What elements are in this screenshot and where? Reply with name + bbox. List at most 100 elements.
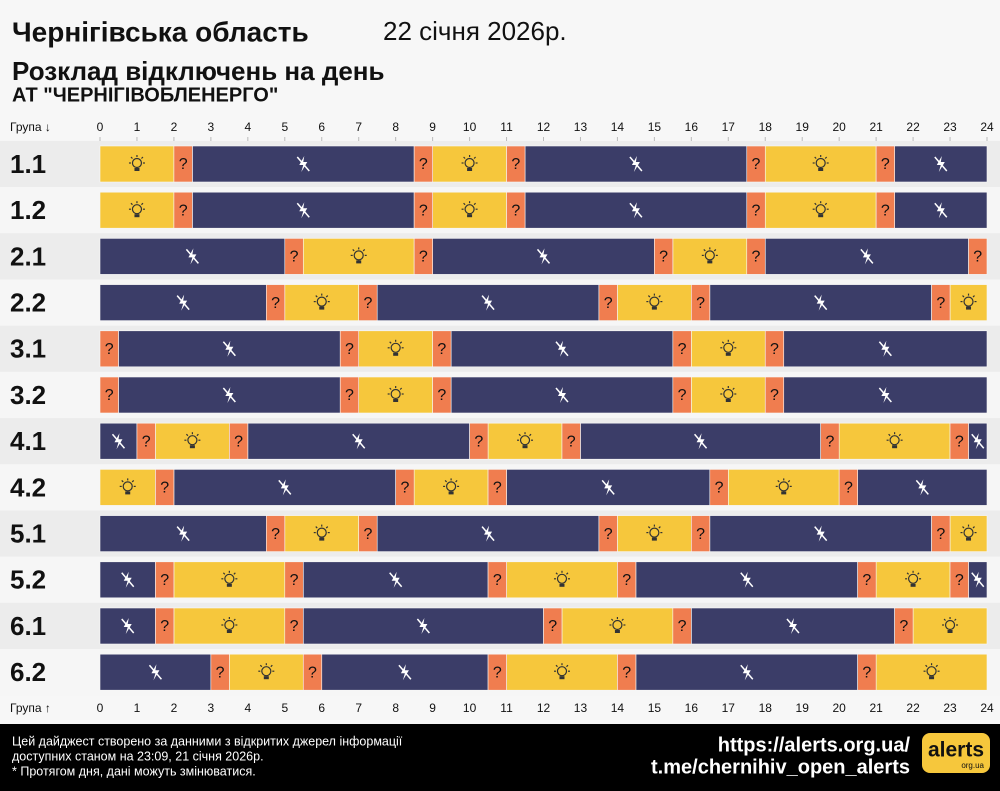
maybe-label: ? <box>622 664 631 681</box>
bulb-base <box>189 445 195 449</box>
bulb <box>446 481 457 492</box>
bolt-slash <box>971 572 985 588</box>
off-icon <box>971 433 985 450</box>
off-icon <box>601 479 615 496</box>
x-tick-label: 22 <box>906 120 920 134</box>
bulb-base <box>393 399 399 402</box>
segment-on <box>672 238 748 275</box>
bulb-ray <box>315 295 318 298</box>
segment-maybe <box>266 284 286 321</box>
bulb-icon <box>313 293 330 310</box>
company: АТ "ЧЕРНІГІВОБЛЕНЕРГО" <box>12 84 278 106</box>
segment-maybe <box>99 376 119 414</box>
maybe-label: ? <box>548 618 557 635</box>
bulb-icon <box>184 432 201 449</box>
bulb-icon <box>443 478 460 495</box>
maybe-label: ? <box>511 156 520 173</box>
segment-maybe <box>229 422 249 460</box>
bulb-icon <box>313 524 330 541</box>
bulb-ray <box>222 618 226 621</box>
bolt-slash <box>878 341 892 357</box>
segment-maybe <box>672 607 692 645</box>
logo-text: alerts <box>928 739 984 762</box>
bulb-icon <box>609 617 626 633</box>
maybe-label: ? <box>696 526 705 543</box>
off-icon <box>740 664 754 681</box>
segment-maybe <box>302 653 323 691</box>
segment-maybe <box>820 422 840 460</box>
bulb-base <box>393 352 399 356</box>
bulb-icon <box>942 617 959 633</box>
bulb-ray <box>315 526 318 529</box>
bulb-ray <box>721 387 725 390</box>
bulb-icon <box>812 155 829 171</box>
bolt-slash <box>296 202 310 218</box>
bolt-slash <box>176 526 190 542</box>
bulb-ray <box>935 664 938 668</box>
bolt-slash <box>176 295 190 311</box>
off-icon <box>536 248 551 265</box>
bulb-base <box>134 168 140 171</box>
maybe-label: ? <box>825 433 834 450</box>
segment-maybe <box>99 330 119 368</box>
maybe-label: ? <box>493 572 502 589</box>
x-tick-label: 20 <box>832 120 846 134</box>
off-icon <box>629 156 643 172</box>
off-icon <box>481 294 495 311</box>
segment-maybe <box>155 469 175 506</box>
x-tick-label: 10 <box>463 701 477 715</box>
segment-maybe <box>413 145 433 183</box>
logo-sub: org.ua <box>961 761 984 770</box>
segment-maybe <box>358 515 378 552</box>
off-icon <box>860 248 874 265</box>
segment-maybe <box>432 330 452 368</box>
maybe-label: ? <box>493 664 502 681</box>
bulb-icon <box>221 617 238 633</box>
bulb-icon <box>119 478 136 495</box>
x-tick-label: 15 <box>648 701 662 715</box>
x-tick-label: 23 <box>943 120 957 134</box>
off-icon <box>352 433 366 450</box>
bulb-ray <box>463 156 466 159</box>
maybe-label: ? <box>715 480 724 497</box>
segment-maybe <box>764 376 785 414</box>
bolt-slash <box>814 295 828 311</box>
maybe-label: ? <box>160 480 169 497</box>
x-tick-label: 1 <box>134 701 141 715</box>
x-tick-label: 22 <box>906 701 920 715</box>
off-icon <box>121 571 135 588</box>
x-tick-label: 7 <box>355 701 362 715</box>
title: Чернігівська область <box>12 16 309 47</box>
bulb-base <box>614 630 620 633</box>
x-tick-label: 0 <box>97 701 104 715</box>
bulb <box>704 250 715 261</box>
bulb-base <box>651 306 657 310</box>
bulb-ray <box>943 618 946 621</box>
bolt-slash <box>185 248 199 264</box>
off-icon <box>878 387 892 403</box>
footer-note: Цей дайджест створено за данними з відкр… <box>12 734 403 748</box>
bulb-icon <box>886 432 903 449</box>
group-label: 2.1 <box>10 241 46 271</box>
segment-maybe <box>838 469 858 506</box>
segment-on <box>617 284 692 321</box>
bulb <box>649 527 660 538</box>
group-label: 3.2 <box>10 380 46 410</box>
link[interactable]: https://alerts.org.ua/ <box>718 734 911 756</box>
segment-maybe <box>691 284 711 321</box>
bulb-base <box>226 583 232 587</box>
bulb-base <box>929 676 935 680</box>
bulb <box>815 204 826 215</box>
segment-on <box>358 330 433 368</box>
x-tick-label: 24 <box>980 120 994 134</box>
off-icon <box>934 202 948 219</box>
link[interactable]: t.me/chernihiv_open_alerts <box>651 756 910 778</box>
maybe-label: ? <box>881 156 890 173</box>
bolt-slash <box>389 572 403 588</box>
off-icon <box>481 525 495 542</box>
bulb-ray <box>732 341 735 344</box>
bulb-ray <box>389 387 392 390</box>
bulb-ray <box>463 202 466 206</box>
bolt-slash <box>878 387 892 403</box>
